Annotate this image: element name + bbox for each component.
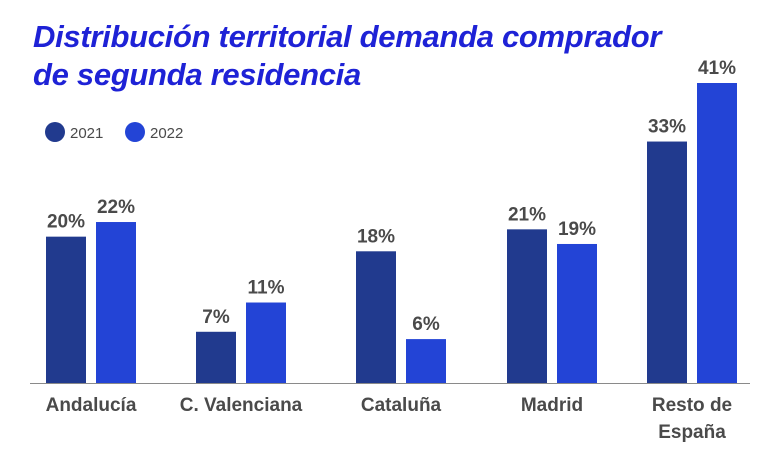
category-label-0: Andalucía (46, 395, 137, 416)
chart-title-line-2: de segunda residencia (33, 57, 361, 92)
category-labels-group: Andalucía C. Valenciana Cataluña Madrid Rest… (46, 395, 733, 443)
bar-2022-4 (697, 83, 737, 383)
category-label-4-line-0: Resto de (652, 395, 732, 416)
bars-group (46, 83, 737, 383)
bar-2021-3 (507, 229, 547, 383)
legend-swatch-2022 (125, 122, 145, 142)
legend: 2021 2022 (45, 122, 183, 142)
data-label-2022-4: 41% (698, 58, 736, 79)
data-label-2021-3: 21% (508, 204, 546, 225)
bar-2022-1 (246, 302, 286, 383)
category-label-4-line-1: España (658, 422, 726, 443)
data-label-2022-1: 11% (248, 278, 285, 299)
legend-swatch-2021 (45, 122, 65, 142)
bar-2021-1 (196, 331, 236, 383)
data-label-2022-3: 19% (558, 219, 596, 240)
chart-title: Distribución territorial demanda comprad… (33, 18, 753, 94)
data-label-2021-0: 20% (47, 212, 85, 233)
category-label-3: Madrid (521, 395, 583, 416)
data-label-2021-4: 33% (648, 117, 686, 138)
data-label-2021-2: 18% (357, 226, 395, 247)
chart-title-line-1: Distribución territorial demanda comprad… (33, 19, 662, 54)
bar-2021-4 (647, 141, 687, 383)
data-label-2022-0: 22% (97, 197, 135, 218)
bar-2022-2 (406, 339, 446, 383)
bar-2021-2 (356, 251, 396, 383)
value-labels-group: 20% 22% 7% 11% 18% 6% 21% 19% 33% 41% (47, 58, 736, 335)
legend-label-2022: 2022 (150, 125, 183, 142)
data-label-2022-2: 6% (412, 314, 440, 335)
bar-2022-0 (96, 222, 136, 383)
bar-2021-0 (46, 236, 86, 383)
bar-2022-3 (557, 243, 597, 383)
category-label-1: C. Valenciana (180, 395, 303, 416)
legend-label-2021: 2021 (70, 125, 103, 142)
category-label-2: Cataluña (361, 395, 442, 416)
data-label-2021-1: 7% (202, 307, 230, 328)
